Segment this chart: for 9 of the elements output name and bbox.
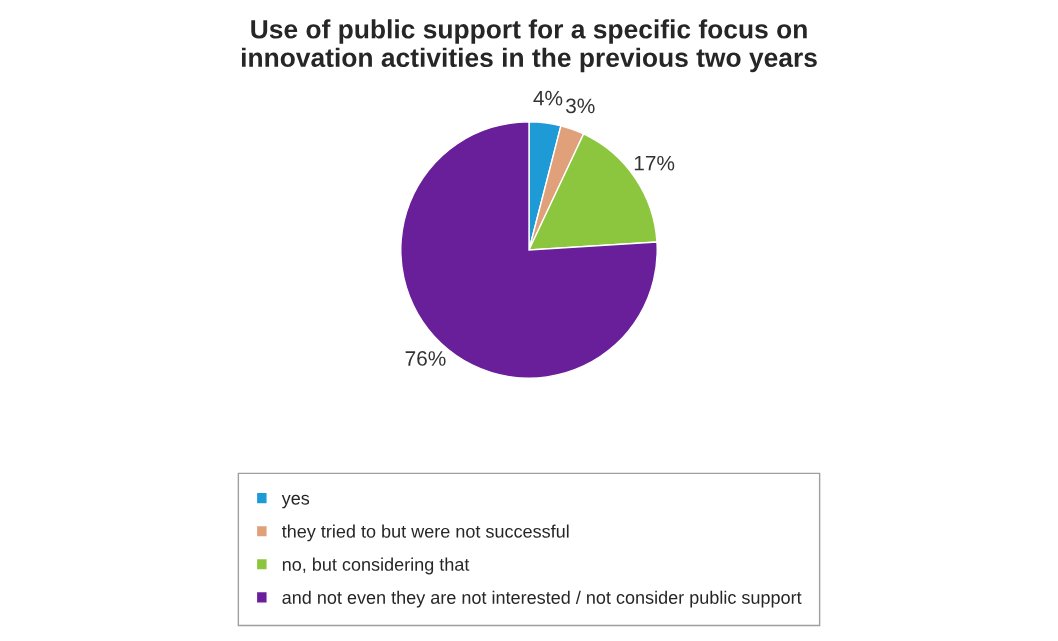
legend-label: and not even they are not interested / not consider public support bbox=[282, 590, 802, 608]
chart-title: Use of public support for a specific focus on innovation activities in the previous two years bbox=[241, 19, 817, 73]
legend-label: yes bbox=[281, 494, 310, 509]
data-label: 17% bbox=[634, 155, 675, 171]
data-label: 4% bbox=[533, 90, 563, 106]
data-label: 76% bbox=[405, 351, 446, 366]
legend-label: no, but considering that bbox=[282, 557, 470, 575]
legend-label: they tried to but were not successful bbox=[281, 524, 569, 542]
data-label: 3% bbox=[565, 98, 595, 114]
